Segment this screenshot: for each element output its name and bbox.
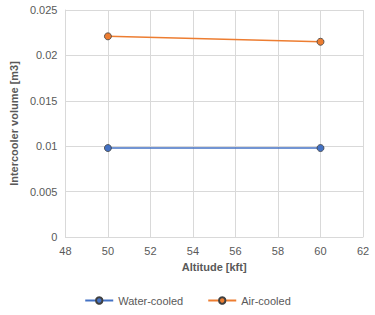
svg-text:Air-cooled: Air-cooled <box>241 295 291 307</box>
svg-text:50: 50 <box>102 245 114 257</box>
svg-text:Altitude [kft]: Altitude [kft] <box>182 261 247 273</box>
svg-text:60: 60 <box>314 245 326 257</box>
svg-text:Water-cooled: Water-cooled <box>118 295 183 307</box>
svg-text:0.005: 0.005 <box>30 186 58 198</box>
svg-text:Intercooler volume [m3]: Intercooler volume [m3] <box>8 61 20 186</box>
svg-text:0.01: 0.01 <box>36 140 57 152</box>
svg-text:0.015: 0.015 <box>30 95 58 107</box>
svg-text:0.02: 0.02 <box>36 49 57 61</box>
svg-text:48: 48 <box>59 245 71 257</box>
svg-text:56: 56 <box>229 245 241 257</box>
svg-text:62: 62 <box>357 245 369 257</box>
svg-text:52: 52 <box>144 245 156 257</box>
svg-text:0: 0 <box>51 231 57 243</box>
svg-text:54: 54 <box>187 245 199 257</box>
svg-text:0.025: 0.025 <box>30 4 58 16</box>
svg-text:58: 58 <box>272 245 284 257</box>
